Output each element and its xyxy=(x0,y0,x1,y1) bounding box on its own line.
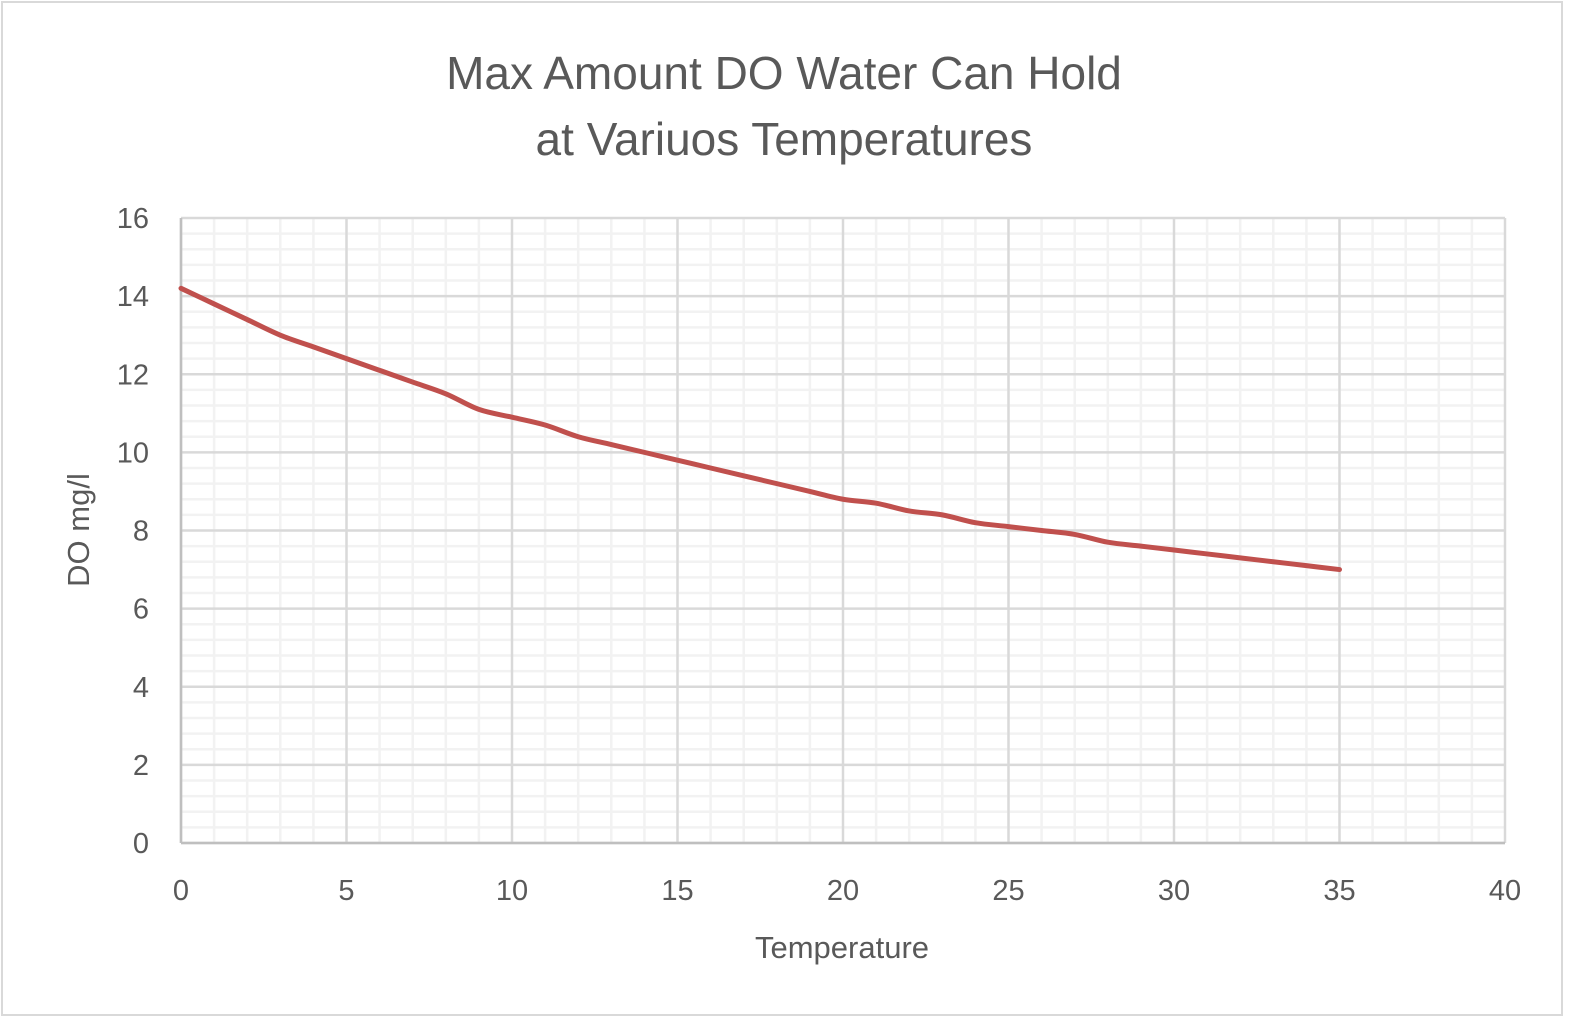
y-tick-label: 2 xyxy=(133,750,149,782)
x-tick-label: 20 xyxy=(827,875,859,907)
x-axis-title: Temperature xyxy=(755,930,929,965)
y-tick-label: 8 xyxy=(133,516,149,548)
chart-title-line-2: at Variuos Temperatures xyxy=(535,113,1033,165)
chart-title-line-1: Max Amount DO Water Can Hold xyxy=(446,47,1122,99)
series-group xyxy=(178,285,1342,573)
axes xyxy=(179,218,1505,845)
y-tick-label: 14 xyxy=(117,281,149,313)
y-tick-label: 4 xyxy=(133,672,149,704)
x-tick-labels: 0 5 10 15 20 25 30 35 40 xyxy=(173,875,1521,907)
x-tick-label: 25 xyxy=(992,875,1024,907)
x-tick-label: 40 xyxy=(1489,875,1521,907)
y-tick-label: 16 xyxy=(117,203,149,235)
x-tick-label: 5 xyxy=(338,875,354,907)
x-tick-label: 15 xyxy=(661,875,693,907)
series-line xyxy=(178,285,1342,573)
y-tick-label: 0 xyxy=(133,828,149,860)
y-axis-title: DO mg/l xyxy=(61,473,96,587)
x-tick-label: 10 xyxy=(496,875,528,907)
x-tick-label: 0 xyxy=(173,875,189,907)
x-tick-label: 35 xyxy=(1323,875,1355,907)
y-tick-label: 6 xyxy=(133,594,149,626)
chart-title: Max Amount DO Water Can Hold at Variuos … xyxy=(0,40,1568,172)
y-tick-label: 10 xyxy=(117,437,149,469)
y-tick-labels: 0 2 4 6 8 10 12 14 16 xyxy=(117,203,149,860)
y-tick-label: 12 xyxy=(117,359,149,391)
x-tick-label: 30 xyxy=(1158,875,1190,907)
chart-frame xyxy=(1,1,1563,1016)
